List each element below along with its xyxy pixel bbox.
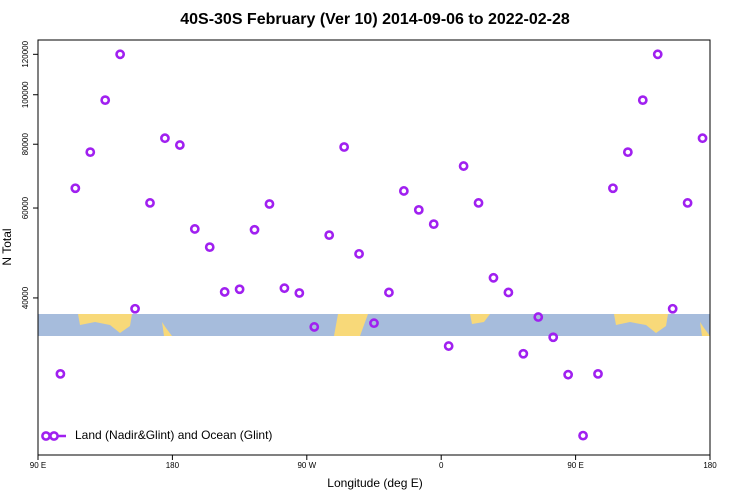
point bbox=[189, 224, 200, 234]
point bbox=[369, 318, 379, 329]
point bbox=[339, 142, 350, 152]
point bbox=[697, 133, 708, 144]
point bbox=[682, 198, 693, 208]
point bbox=[309, 322, 320, 332]
y-axis-label: N Total bbox=[0, 228, 14, 265]
point bbox=[413, 204, 424, 215]
point bbox=[518, 348, 529, 359]
point bbox=[652, 49, 663, 60]
point bbox=[160, 133, 170, 144]
y-tick-label: 40000 bbox=[21, 286, 30, 309]
point bbox=[294, 288, 305, 298]
point bbox=[667, 303, 678, 314]
point bbox=[234, 284, 245, 295]
point bbox=[219, 287, 230, 297]
point bbox=[204, 242, 215, 253]
point bbox=[637, 95, 648, 106]
point bbox=[473, 198, 484, 208]
point bbox=[324, 230, 335, 241]
map-strip bbox=[38, 314, 710, 336]
point bbox=[533, 312, 544, 322]
x-axis-label: Longitude (deg E) bbox=[327, 476, 422, 490]
point bbox=[622, 147, 633, 158]
x-tick-label: 90 E bbox=[567, 461, 583, 470]
legend-label: Land (Nadir&Glint) and Ocean (Glint) bbox=[75, 428, 272, 442]
x-tick-label: 90 W bbox=[297, 461, 316, 470]
point bbox=[264, 199, 275, 209]
point bbox=[488, 272, 499, 283]
point bbox=[70, 183, 81, 194]
point bbox=[130, 303, 140, 314]
x-tick-label: 90 E bbox=[30, 461, 46, 470]
point bbox=[593, 368, 603, 379]
point bbox=[85, 147, 96, 158]
point bbox=[608, 183, 618, 194]
point bbox=[428, 219, 439, 230]
point bbox=[279, 283, 290, 294]
legend-marker bbox=[41, 431, 51, 441]
point bbox=[443, 341, 454, 351]
x-tick-label: 0 bbox=[439, 461, 444, 470]
plot-frame bbox=[37, 39, 711, 456]
point bbox=[100, 95, 111, 106]
legend-marker bbox=[49, 431, 59, 441]
x-tick-label: 180 bbox=[166, 461, 180, 470]
point bbox=[115, 49, 126, 60]
point bbox=[398, 186, 409, 196]
y-tick-label: 80000 bbox=[21, 133, 30, 156]
y-tick-label: 60000 bbox=[21, 196, 30, 219]
point bbox=[458, 161, 469, 171]
point bbox=[563, 369, 574, 380]
point bbox=[384, 287, 394, 298]
point bbox=[55, 368, 66, 379]
point bbox=[354, 248, 364, 259]
x-tick-label: 180 bbox=[703, 461, 717, 470]
point bbox=[548, 332, 559, 343]
chart-title: 40S-30S February (Ver 10) 2014-09-06 to … bbox=[180, 11, 570, 28]
y-tick-label: 100000 bbox=[21, 81, 30, 108]
point bbox=[503, 287, 514, 298]
point bbox=[174, 140, 185, 150]
y-tick-label: 120000 bbox=[21, 40, 30, 67]
point bbox=[145, 198, 155, 208]
point bbox=[578, 430, 588, 441]
point bbox=[249, 224, 260, 235]
